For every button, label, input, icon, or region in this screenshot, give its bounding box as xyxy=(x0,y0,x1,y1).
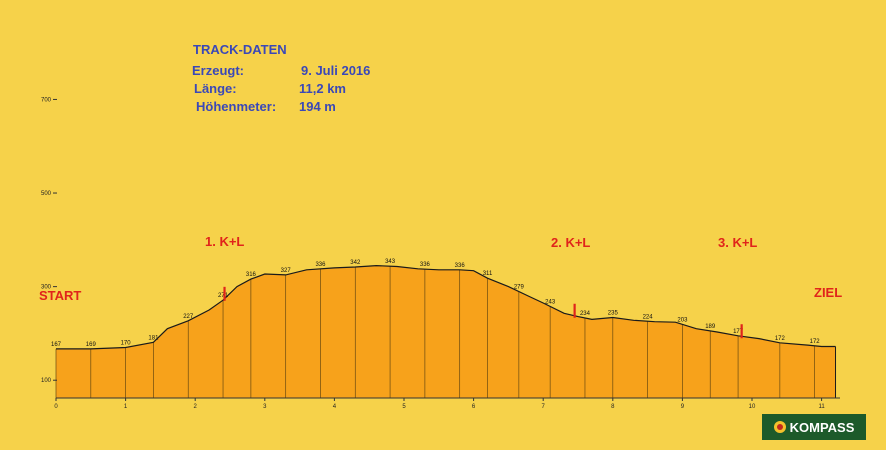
elevation-gain-value: 194 m xyxy=(299,99,336,114)
stop-1-label: 1. K+L xyxy=(205,234,245,249)
elevation-gain-label: Höhenmeter: xyxy=(196,99,277,114)
y-tick-label-300: 300 xyxy=(41,285,52,291)
x-tick-label-0: 0 xyxy=(54,404,58,410)
length-value: 11,2 km xyxy=(299,81,346,96)
x-tick-label-9: 9 xyxy=(681,404,685,410)
elevation-point-label-6: 316 xyxy=(246,272,257,278)
elevation-point-label-11: 336 xyxy=(420,262,431,268)
elevation-point-label-16: 234 xyxy=(580,311,591,317)
elevation-point-label-4: 227 xyxy=(183,314,194,320)
x-tick-label-11: 11 xyxy=(818,404,825,410)
elevation-point-label-7: 327 xyxy=(281,268,292,274)
y-tick-label-700: 700 xyxy=(41,97,52,103)
elevation-point-label-23: 172 xyxy=(810,339,821,345)
elevation-point-label-2: 170 xyxy=(121,340,132,346)
elevation-point-label-15: 243 xyxy=(545,299,556,305)
x-tick-label-4: 4 xyxy=(333,404,337,410)
elevation-line xyxy=(56,264,836,350)
elevation-point-label-19: 203 xyxy=(677,317,688,323)
elevation-point-label-1: 169 xyxy=(86,342,97,348)
y-tick-label-500: 500 xyxy=(41,191,52,197)
finish-label: ZIEL xyxy=(814,285,843,300)
elevation-point-label-10: 343 xyxy=(385,259,396,265)
length-label: Länge: xyxy=(194,81,237,96)
rest-stop-marker-3 xyxy=(740,324,743,339)
elevation-point-label-22: 172 xyxy=(775,336,786,342)
elevation-point-label-0: 167 xyxy=(51,342,62,348)
brand-name: KOMPASS xyxy=(789,419,855,435)
x-tick-label-2: 2 xyxy=(194,404,198,410)
x-tick-label-8: 8 xyxy=(611,404,615,410)
elevation-point-label-8: 336 xyxy=(315,262,326,268)
x-tick-label-7: 7 xyxy=(542,404,546,410)
created-value: 9. Juli 2016 xyxy=(301,63,371,78)
compass-icon xyxy=(773,421,786,433)
track-data-heading: TRACK-DATEN xyxy=(193,42,287,57)
start-label: START xyxy=(39,288,82,303)
elevation-point-label-14: 279 xyxy=(514,285,525,291)
created-label: Erzeugt: xyxy=(192,63,244,78)
elevation-point-label-17: 235 xyxy=(608,311,619,317)
elevation-point-label-13: 311 xyxy=(483,271,493,277)
rest-stop-marker-2 xyxy=(573,303,576,318)
elevation-point-label-12: 336 xyxy=(455,263,466,269)
x-tick-label-5: 5 xyxy=(402,404,406,410)
x-tick-label-10: 10 xyxy=(749,404,756,410)
rest-stop-marker-1 xyxy=(223,286,226,301)
x-tick-label-1: 1 xyxy=(124,404,128,410)
x-tick-label-6: 6 xyxy=(472,404,476,410)
kompass-logo: KOMPASS xyxy=(762,414,866,440)
y-tick-label-100: 100 xyxy=(41,378,52,384)
elevation-point-label-5: 271 xyxy=(218,293,229,299)
x-tick-label-3: 3 xyxy=(263,404,267,410)
stop-3-label: 3. K+L xyxy=(718,235,758,250)
elevation-point-label-9: 342 xyxy=(350,260,361,266)
elevation-point-label-3: 181 xyxy=(148,335,159,341)
stop-2-label: 2. K+L xyxy=(551,235,591,250)
elevation-point-label-20: 189 xyxy=(705,324,716,330)
elevation-point-label-18: 224 xyxy=(643,314,654,320)
elevation-point-label-21: 177 xyxy=(733,329,744,335)
